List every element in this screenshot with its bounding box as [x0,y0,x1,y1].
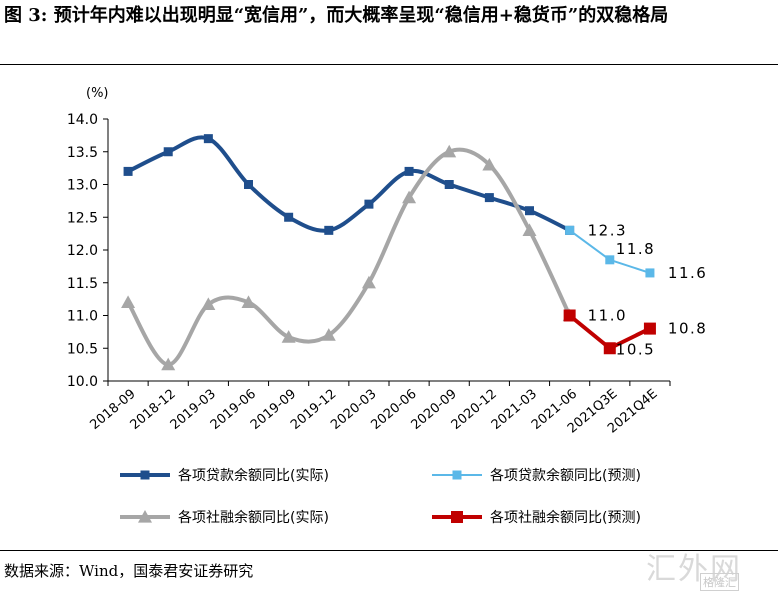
series-point-0 [444,180,454,189]
legend-marker-3 [451,511,463,523]
data-label: 11.6 [668,264,707,282]
series-point-0 [284,212,294,222]
series-point-2 [522,223,537,236]
series-line-2 [126,147,572,367]
legend-label-2: 各项社融余额同比(实际) [178,509,329,526]
series-point-0 [364,199,374,209]
series-point-2 [442,144,457,158]
y-tick-label: 14.0 [67,112,98,128]
legend-label-1: 各项贷款余额同比(预测) [490,467,641,484]
series-point-0 [484,193,494,203]
line-chart: (%)10.010.511.011.512.012.513.013.514.02… [67,86,707,526]
series-point-2 [201,297,216,310]
legend-marker-1 [452,470,462,480]
chart-series [121,134,656,371]
series-point-0 [244,180,253,189]
watermark-logo: 汇外网 [646,552,742,587]
series-point-0 [163,147,173,157]
chart-legend: 各项贷款余额同比(实际) 各项贷款余额同比(预测) 各项社融余额同比(实际) 各项社融… [120,467,641,526]
y-tick-label: 11.0 [67,309,98,325]
y-tick-label: 10.5 [67,341,98,357]
series-point-2 [402,190,417,204]
series-point-3 [643,322,656,335]
series-point-3 [603,342,616,355]
figure-title: 图 3: 预计年内难以出现明显“宽信用”，而大概率呈现“稳信用+稳货币”的双稳格… [4,5,669,26]
data-label: 11.8 [616,240,655,258]
series-point-0 [203,134,213,144]
y-tick-label: 12.0 [67,243,98,259]
data-label: 12.3 [588,221,627,239]
watermark-badge: 格隆汇 [700,573,739,591]
series-point-2 [281,330,296,343]
y-tick-label: 13.0 [67,178,98,194]
chart-axes: (%)10.010.511.011.512.012.513.013.514.02… [67,86,671,437]
legend-marker-2 [138,510,152,523]
series-point-3 [563,309,576,322]
series-point-0 [324,225,334,235]
legend-marker-0 [140,470,150,480]
legend-label-0: 各项贷款余额同比(实际) [178,467,329,484]
series-point-2 [482,157,497,171]
series-point-1 [605,255,615,265]
series-point-1 [645,268,655,278]
y-tick-label: 10.0 [67,374,98,390]
bottom-divider [0,550,778,551]
series-point-0 [123,166,133,176]
legend-label-3: 各项社融余额同比(预测) [490,509,641,526]
source-note: 数据来源：Wind，国泰君安证券研究 [4,562,254,580]
series-point-2 [121,295,136,308]
data-label: 11.0 [588,307,627,325]
series-point-0 [404,166,414,176]
top-divider [0,64,778,65]
y-tick-label: 13.5 [67,145,98,161]
series-point-0 [525,206,534,216]
y-tick-label: 12.5 [67,210,98,226]
series-point-1 [565,225,575,235]
y-axis-unit: (%) [86,86,109,101]
series-point-2 [321,328,336,341]
data-label: 10.5 [616,340,655,358]
y-tick-label: 11.5 [67,276,98,292]
data-label: 10.8 [668,320,707,338]
series-point-2 [161,357,176,371]
series-point-2 [361,275,376,289]
series-point-2 [241,295,256,308]
chart-data-labels: 12.311.8 11.6 11.0 10.5 10.8 [588,221,707,358]
